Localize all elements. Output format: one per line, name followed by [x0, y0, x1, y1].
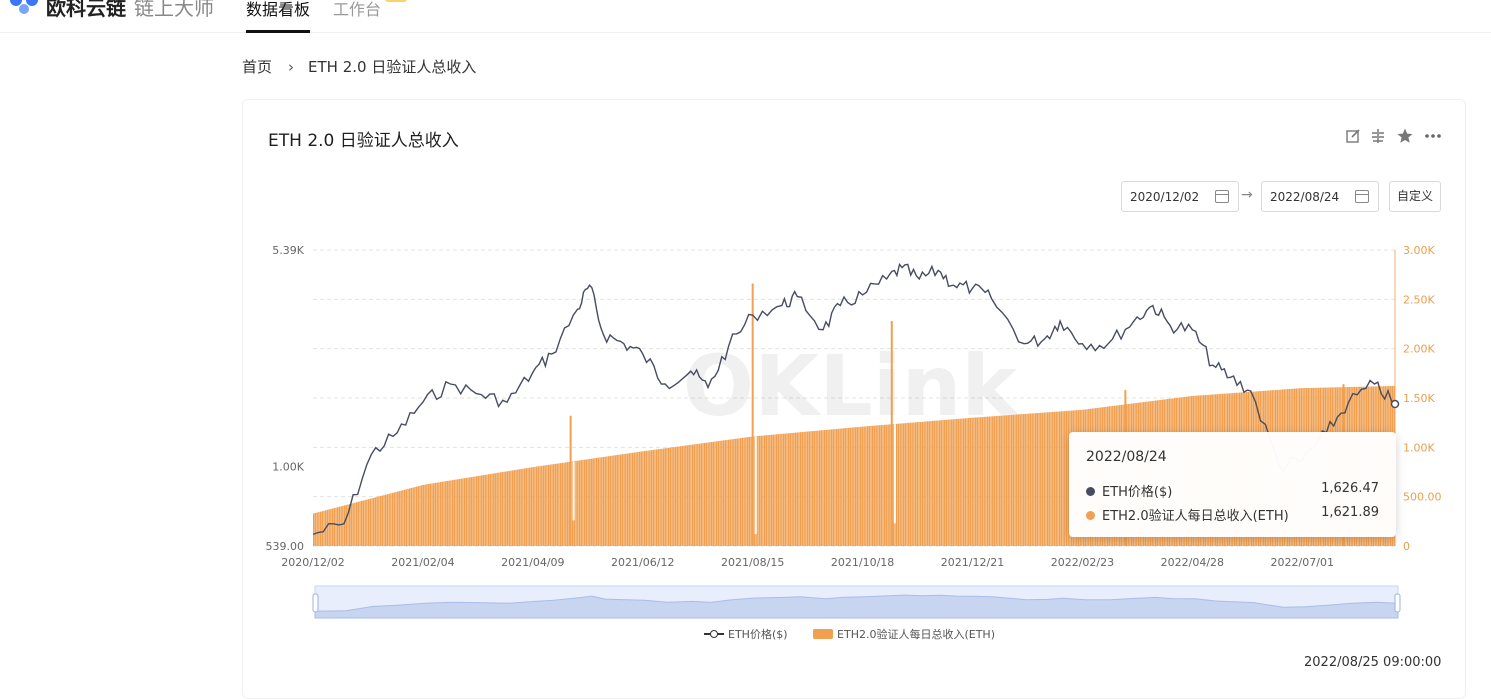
star-icon[interactable] [1396, 127, 1414, 145]
tooltip-row-revenue: ETH2.0验证人每日总收入(ETH) 1,621.89 [1086, 505, 1379, 524]
tooltip-label: ETH价格($) [1102, 485, 1173, 500]
chart-tooltip: 2022/08/24 ETH价格($) 1,626.47 ETH2.0验证人每日… [1069, 432, 1396, 537]
tooltip-value: 1,621.89 [1321, 505, 1379, 520]
bar-legend-icon [813, 629, 834, 639]
calendar-icon [1215, 190, 1229, 203]
top-nav-bar: 欧科云链 链上大师 数据看板 工作台 [0, 0, 1491, 33]
start-date-picker[interactable]: 2020/12/02 [1121, 181, 1239, 212]
legend-item-revenue[interactable]: ETH2.0验证人每日总收入(ETH) [813, 626, 995, 642]
breadcrumb-current: ETH 2.0 日验证人总收入 [308, 58, 477, 76]
chart-legend: ETH价格($) ETH2.0验证人每日总收入(ETH) [704, 626, 1017, 642]
end-date-picker[interactable]: 2022/08/24 [1261, 181, 1379, 212]
brand-name[interactable]: 欧科云链 [46, 0, 126, 20]
breadcrumb: 首页 › ETH 2.0 日验证人总收入 [242, 56, 476, 77]
okx-logo-icon [10, 0, 38, 14]
brand-subtitle: 链上大师 [134, 0, 214, 20]
tooltip-value: 1,626.47 [1321, 481, 1379, 496]
tab-workbench[interactable]: 工作台 [333, 0, 382, 19]
more-icon[interactable] [1424, 127, 1442, 145]
calendar-icon [1355, 190, 1369, 203]
tooltip-label: ETH2.0验证人每日总收入(ETH) [1102, 509, 1289, 524]
end-date-value: 2022/08/24 [1270, 190, 1340, 204]
custom-range-button[interactable]: 自定义 [1389, 181, 1441, 212]
tab-dashboard[interactable]: 数据看板 [246, 0, 311, 33]
series-dot-icon [1086, 511, 1095, 520]
edit-icon[interactable] [1344, 127, 1362, 145]
breadcrumb-separator: › [288, 58, 295, 76]
updated-timestamp: 2022/08/25 09:00:00 [1304, 655, 1442, 670]
chart-card: ETH 2.0 日验证人总收入 2020/12/02 → 2022/08/24 … [242, 99, 1466, 699]
legend-item-price[interactable]: ETH价格($) [704, 626, 788, 642]
breadcrumb-home[interactable]: 首页 [242, 58, 273, 76]
arrow-right-icon: → [1241, 187, 1253, 203]
tooltip-date: 2022/08/24 [1086, 449, 1167, 465]
chart-title: ETH 2.0 日验证人总收入 [268, 131, 459, 151]
line-legend-icon [704, 629, 724, 639]
series-dot-icon [1086, 487, 1095, 496]
start-date-value: 2020/12/02 [1130, 190, 1200, 204]
tooltip-row-price: ETH价格($) 1,626.47 [1086, 481, 1379, 500]
compare-icon[interactable] [1369, 127, 1387, 145]
workbench-badge [385, 0, 407, 2]
